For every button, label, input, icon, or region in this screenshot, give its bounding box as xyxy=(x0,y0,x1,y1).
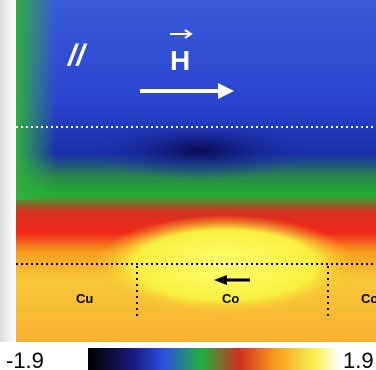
field-label: H xyxy=(170,45,190,76)
material-label: Cu xyxy=(76,291,93,306)
heatmap-edge xyxy=(16,0,56,200)
moment-arrow-head xyxy=(214,275,227,285)
frame xyxy=(0,0,16,342)
field-arrow-head xyxy=(218,83,234,99)
material-label: Co xyxy=(222,291,239,306)
colorbar-max: 1.9 xyxy=(343,348,374,370)
material-label: Co xyxy=(361,291,376,306)
parallel-label: // xyxy=(66,39,87,72)
heatmap-minimum xyxy=(90,120,310,180)
heatmap-maximum xyxy=(95,215,355,315)
colorbar-min: -1.9 xyxy=(6,348,44,370)
vector-arrow xyxy=(170,29,193,39)
colorbar xyxy=(88,348,340,370)
